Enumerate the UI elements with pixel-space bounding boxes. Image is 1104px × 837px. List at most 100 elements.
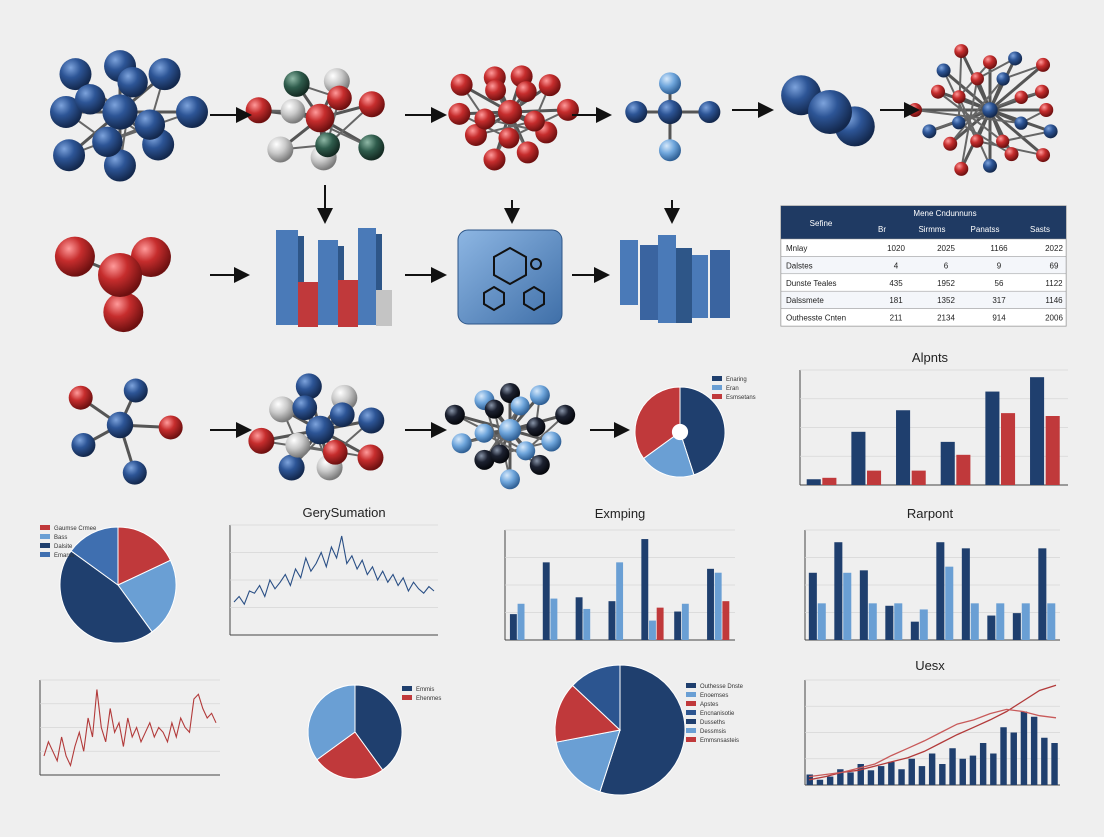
atom [135,109,165,139]
atom [475,424,494,443]
atom [124,379,148,403]
block [276,230,298,325]
chart-title: GerySumation [302,505,385,520]
bar [807,479,821,485]
table-column-header: Panatss [971,225,1000,234]
bar [649,621,656,640]
atom [971,72,984,85]
bar [1041,738,1047,785]
legend-swatch [686,692,696,697]
atom [103,292,143,332]
atom [445,405,465,425]
bar [971,603,979,640]
atom [954,162,968,176]
table-cell: 9 [997,261,1002,270]
table-cell: 914 [992,314,1006,323]
atom [698,101,720,123]
bar [867,471,881,485]
atom [943,137,957,151]
legend-label: Apstes [700,702,718,708]
bar [1001,413,1015,485]
block [298,282,318,327]
atom [296,373,322,399]
atom [123,461,147,485]
bar [818,603,826,640]
bar [868,770,874,785]
legend-swatch [712,394,722,399]
legend-swatch [402,686,412,691]
bar [869,603,877,640]
bar [860,570,868,640]
atom [92,127,122,157]
block [338,280,358,327]
atom [524,111,545,132]
atom [452,433,472,453]
table-cell: 56 [995,279,1004,288]
legend-swatch [40,525,50,530]
atom [954,44,968,58]
atom [474,109,495,130]
donut-hole [672,424,688,440]
bar [834,542,842,640]
bar [722,601,729,640]
atom [500,469,520,489]
block [318,240,338,325]
legend-swatch [686,719,696,724]
bar [1031,717,1037,785]
bar [576,597,583,640]
chart-title: Alpnts [912,350,949,365]
bar [817,780,823,785]
bar [911,622,919,640]
bar [920,609,928,640]
bar [919,766,925,785]
atom [69,386,93,410]
bar [510,614,517,640]
bar [1011,733,1017,786]
table-cell: 1122 [1045,279,1063,288]
atom [1015,91,1028,104]
legend-label: Dusseths [700,720,725,726]
legend-label: Ehenmes [416,696,441,702]
table-cell: 6 [944,261,949,270]
atom [483,149,505,171]
bar [674,612,681,640]
atom [983,55,997,69]
legend-label: Dessmsis [700,729,726,735]
bar [1021,712,1027,786]
bar [847,772,853,785]
bar [888,762,894,785]
block [676,248,692,323]
bar [518,604,525,640]
legend-swatch [712,376,722,381]
bar [896,410,910,485]
legend-swatch [402,695,412,700]
bars-3d [276,228,730,327]
atom [306,104,335,133]
table-cell: Mnlay [786,244,807,253]
atom [284,71,310,97]
atom [526,417,545,436]
atom [1044,124,1058,138]
block [640,245,658,320]
table-cell: Dalstes [786,261,813,270]
atom [530,455,550,475]
atom [248,428,274,454]
block [710,250,730,318]
legend-swatch [686,710,696,715]
bar [939,764,945,785]
atom [330,402,355,427]
bar [945,567,953,640]
bar [1051,743,1057,785]
chart-title: Exmping [595,506,646,521]
bar [960,759,966,785]
bar [809,573,817,640]
legend-swatch [686,728,696,733]
atom [511,396,530,415]
atom [555,405,575,425]
table-cell: 1146 [1045,296,1063,305]
atom [323,440,348,465]
table-cell: 2022 [1045,244,1063,253]
atom [117,67,147,97]
atom [625,101,647,123]
